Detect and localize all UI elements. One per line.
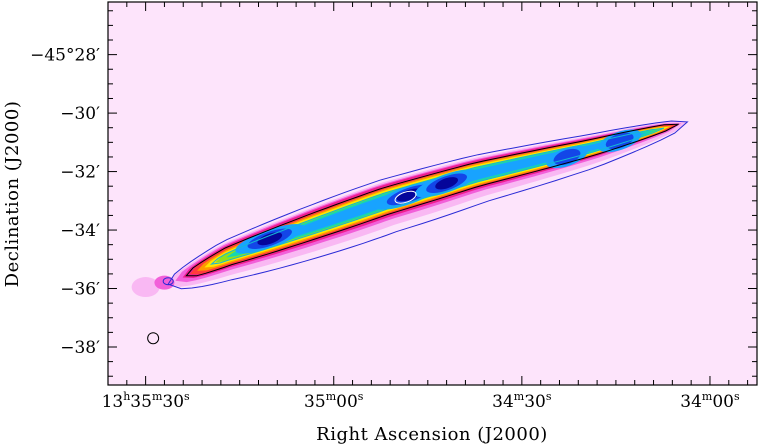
x-tick-labels: 13h35m30s 35m00s 34m30s 34m00s [102,390,740,412]
x-tick-label: 35m00s [304,390,364,412]
y-tick-labels: −45°28′ −30′ −32′ −34′ −36′ −38′ [30,46,100,358]
contour-peak [394,190,417,204]
y-tick-label: −34′ [60,221,100,241]
emission-level-9 [244,132,647,251]
peak-level-c [435,177,459,190]
emission-tail-inner [154,275,175,290]
intensity-contours [162,120,689,290]
peak-level-c [257,232,283,246]
contour-inner [209,127,665,265]
y-tick-label: −36′ [60,280,100,300]
y-tick-label: −38′ [60,338,100,358]
peak-level-c [396,188,422,202]
axis-ticks [108,2,757,385]
y-tick-label: −30′ [60,104,100,124]
intensity-peak [414,169,479,198]
x-tick-label: 34m00s [680,390,740,412]
x-tick-label: 34m30s [492,390,552,412]
intensity-peak [235,223,305,254]
beam-ellipse [147,332,160,345]
contour-mid [185,123,679,277]
y-tick-label: −45°28′ [30,46,100,66]
y-axis-label: Declination (J2000) [2,101,23,288]
emission-tail [131,277,160,298]
contour-outer [167,120,689,290]
contour-tail [162,277,174,286]
plot-frame [107,1,758,386]
x-tick-label: 13h35m30s [102,390,190,412]
plot-area [107,1,758,386]
x-axis-label: Right Ascension (J2000) [316,424,548,445]
y-tick-label: −32′ [60,163,100,183]
